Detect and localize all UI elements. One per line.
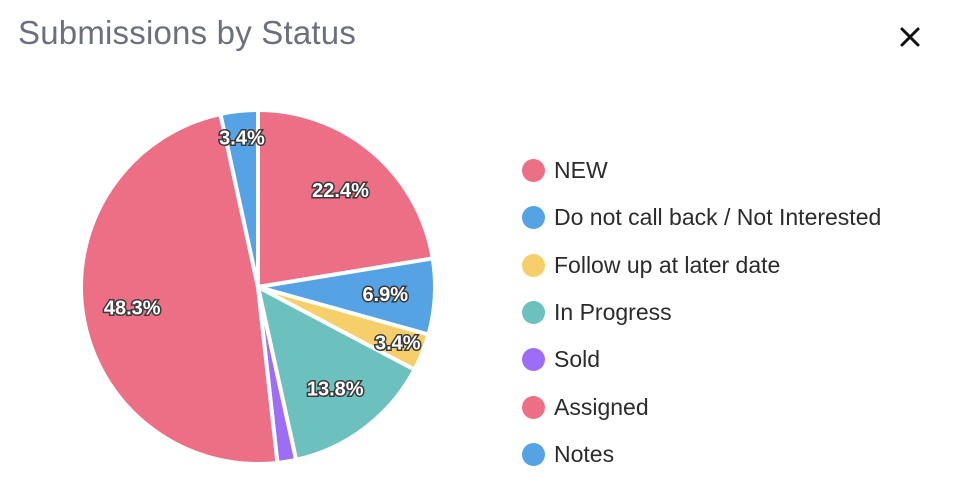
legend-swatch <box>522 348 545 372</box>
legend-item[interactable]: Do not call back / Not Interested <box>522 194 881 241</box>
page-title: Submissions by Status <box>18 14 357 51</box>
slice-data-label: 48.3% <box>104 298 161 320</box>
slice-data-label: 3.4% <box>375 333 421 355</box>
legend-item[interactable]: Follow up at later date <box>522 242 881 289</box>
legend-swatch <box>522 206 545 230</box>
legend-label: Notes <box>554 440 615 467</box>
legend-item[interactable]: NEW <box>522 147 881 194</box>
legend-label: Sold <box>554 346 601 373</box>
slice-data-label: 22.4% <box>312 180 369 202</box>
pie-slice-4[interactable] <box>256 285 417 462</box>
legend-swatch <box>522 442 545 466</box>
close-button[interactable] <box>893 20 927 54</box>
legend-item[interactable]: Notes <box>522 431 881 478</box>
legend-label: Follow up at later date <box>554 251 781 278</box>
legend-label: Do not call back / Not Interested <box>554 204 882 231</box>
legend-swatch <box>522 395 545 419</box>
pie-slice-7[interactable] <box>218 108 260 289</box>
close-icon <box>900 27 920 47</box>
legend-label: NEW <box>554 157 608 184</box>
legend-item[interactable]: In Progress <box>522 289 881 336</box>
slice-data-label: 13.8% <box>307 378 364 400</box>
chart-legend: NEW Do not call back / Not Interested Foll… <box>522 147 881 478</box>
legend-label: Assigned <box>554 393 649 420</box>
legend-item[interactable]: Sold <box>522 336 881 383</box>
pie-slice-6[interactable] <box>79 112 280 466</box>
legend-swatch <box>522 301 545 325</box>
legend-swatch <box>522 159 545 183</box>
legend-label: In Progress <box>554 299 672 326</box>
slice-data-label: 3.4% <box>219 127 265 149</box>
slice-data-label: 6.9% <box>362 284 408 306</box>
pie-chart: 22.4% 6.9% 3.4% 13.8% 48.3% 3.4% <box>79 108 437 466</box>
legend-swatch <box>522 253 545 277</box>
legend-item[interactable]: Assigned <box>522 383 881 430</box>
pie-slice-1[interactable] <box>256 108 435 289</box>
